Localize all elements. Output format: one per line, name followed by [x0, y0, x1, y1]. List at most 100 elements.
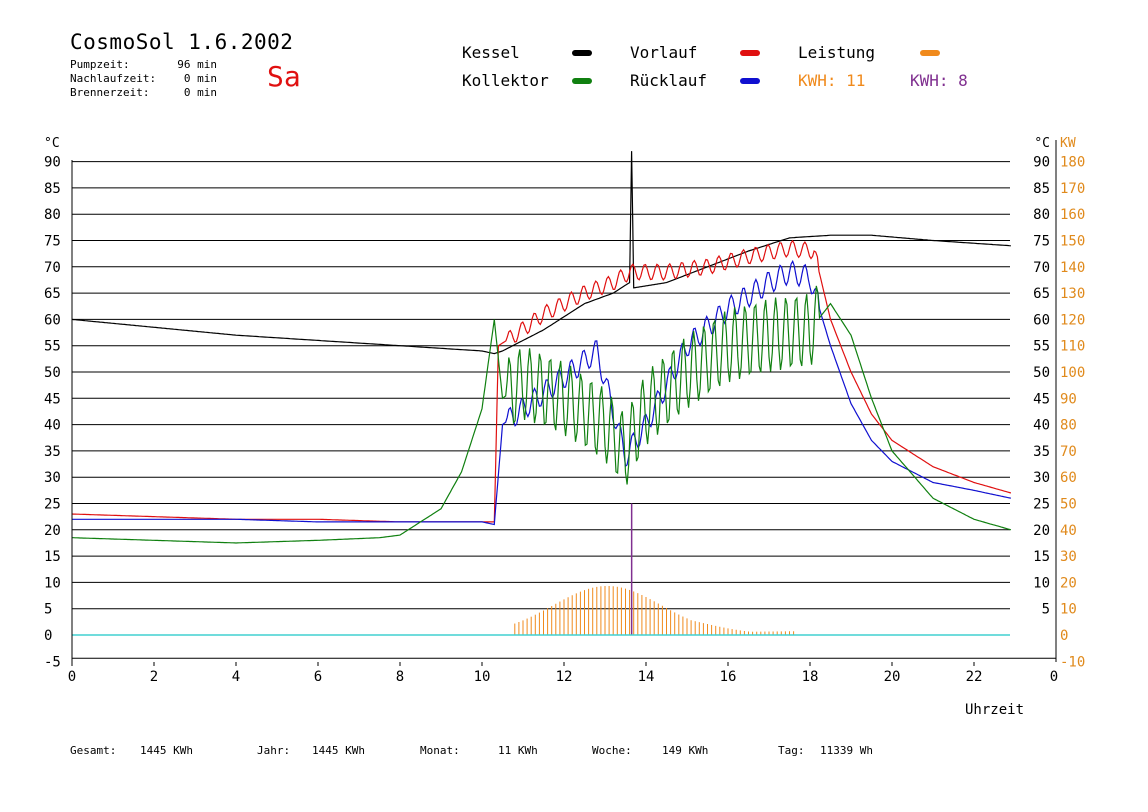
- y-tick-label: 75: [44, 234, 61, 250]
- x-tick-label: 6: [314, 669, 322, 685]
- y-right-tick-label: 50: [1033, 365, 1050, 381]
- kw-tick-label: 110: [1060, 339, 1085, 355]
- y-tick-label: 30: [44, 470, 61, 486]
- kw-tick-label: 160: [1060, 207, 1085, 223]
- kw-axis-label: KW: [1060, 136, 1076, 151]
- page-title: CosmoSol 1.6.2002: [70, 30, 294, 54]
- leistung-series: [514, 503, 795, 635]
- footer-woche-value: 149 KWh: [662, 744, 709, 757]
- y-tick-label: 55: [44, 339, 61, 355]
- footer-monat-label: Monat:: [420, 744, 460, 757]
- pumpzeit-value: 96 min: [177, 58, 217, 71]
- y-right-tick-label: 30: [1033, 470, 1050, 486]
- kw-tick-label: 90: [1060, 391, 1077, 407]
- legend-ruecklauf-label: Rücklauf: [630, 71, 708, 90]
- brennerzeit-value: 0 min: [183, 86, 217, 99]
- legend-kessel-swatch: [572, 50, 592, 56]
- x-tick-label: 12: [556, 669, 573, 685]
- footer-tag-value: 11339 Wh: [820, 744, 873, 757]
- y-tick-label: 50: [44, 365, 61, 381]
- chart-lines: [71, 151, 1012, 636]
- series-ruecklauf: [72, 259, 1012, 526]
- kw-tick-label: 30: [1060, 549, 1077, 565]
- y-right-tick-label: 10: [1033, 575, 1050, 591]
- y-right-tick-label: 35: [1033, 444, 1050, 460]
- kw-tick-label: 0: [1060, 628, 1068, 644]
- y-tick-label: 85: [44, 181, 61, 197]
- y-right-tick-label: 70: [1033, 260, 1050, 276]
- chart-ticks: -5051015202530354045505560657075808590°C…: [44, 136, 1085, 685]
- x-tick-label: 2: [150, 669, 158, 685]
- y-right-tick-label: 60: [1033, 312, 1050, 328]
- legend-kwh2-label: KWH: 8: [910, 71, 968, 90]
- legend-kwh1-label: KWH: 11: [798, 71, 866, 90]
- y-right-tick-label: 85: [1033, 181, 1050, 197]
- x-tick-label-end: 0: [1050, 669, 1058, 685]
- kw-tick-label: 80: [1060, 418, 1077, 434]
- x-tick-label: 22: [966, 669, 983, 685]
- x-tick-label: 14: [638, 669, 655, 685]
- series-kessel: [71, 151, 1011, 355]
- footer-jahr-value: 1445 KWh: [312, 744, 365, 757]
- y-right-axis-label: °C: [1034, 136, 1050, 151]
- legend-leistung-swatch: [920, 50, 940, 56]
- x-tick-label: 18: [802, 669, 819, 685]
- pumpzeit-label: Pumpzeit:: [70, 58, 130, 71]
- brennerzeit-label: Brennerzeit:: [70, 86, 150, 99]
- y-right-tick-label: 20: [1033, 523, 1050, 539]
- nachlaufzeit-label: Nachlaufzeit:: [70, 72, 157, 85]
- y-tick-label: 5: [44, 602, 52, 618]
- kw-tick-label: 130: [1060, 286, 1085, 302]
- y-right-tick-label: 80: [1033, 207, 1050, 223]
- kw-tick-label: 100: [1060, 365, 1085, 381]
- y-tick-label: 25: [44, 497, 61, 513]
- series-kollektor: [72, 285, 1012, 544]
- y-right-tick-label: 15: [1033, 549, 1050, 565]
- x-tick-label: 8: [396, 669, 404, 685]
- footer-woche-label: Woche:: [592, 744, 632, 757]
- footer-monat-value: 11 KWh: [498, 744, 538, 757]
- x-tick-label: 16: [720, 669, 737, 685]
- x-tick-label: 0: [68, 669, 76, 685]
- y-right-tick-label: 65: [1033, 286, 1050, 302]
- x-tick-label: 4: [232, 669, 240, 685]
- kw-tick-label: 60: [1060, 470, 1077, 486]
- kw-tick-label: 180: [1060, 155, 1085, 171]
- y-tick-label: 0: [44, 628, 52, 644]
- y-right-tick-label: 75: [1033, 234, 1050, 250]
- kw-tick-label: 70: [1060, 444, 1077, 460]
- y-tick-label: -5: [44, 654, 61, 670]
- x-axis-label: Uhrzeit: [965, 702, 1025, 718]
- y-tick-label: 65: [44, 286, 61, 302]
- y-axis-label: °C: [44, 136, 60, 151]
- legend-vorlauf-swatch: [740, 50, 760, 56]
- y-right-tick-label: 90: [1033, 155, 1050, 171]
- y-right-tick-label: 40: [1033, 418, 1050, 434]
- y-tick-label: 40: [44, 418, 61, 434]
- legend-ruecklauf-swatch: [740, 78, 760, 84]
- legend-leistung-label: Leistung: [798, 43, 876, 62]
- footer-gesamt-label: Gesamt:: [70, 744, 117, 757]
- y-tick-label: 70: [44, 260, 61, 276]
- kw-tick-label: -10: [1060, 654, 1085, 670]
- y-right-tick-label: 55: [1033, 339, 1050, 355]
- weekday-label: Sa: [267, 60, 301, 93]
- kw-tick-label: 40: [1060, 523, 1077, 539]
- footer-jahr-label: Jahr:: [257, 744, 291, 757]
- kw-tick-label: 50: [1060, 497, 1077, 513]
- y-tick-label: 10: [44, 575, 61, 591]
- y-right-tick-label: 25: [1033, 497, 1050, 513]
- y-right-tick-label: 5: [1042, 602, 1050, 618]
- y-tick-label: 35: [44, 444, 61, 460]
- nachlaufzeit-value: 0 min: [183, 72, 217, 85]
- chart-frame: [71, 140, 1057, 662]
- y-tick-label: 90: [44, 155, 61, 171]
- kw-tick-label: 150: [1060, 234, 1085, 250]
- y-tick-label: 80: [44, 207, 61, 223]
- y-right-tick-label: 45: [1033, 391, 1050, 407]
- kw-tick-label: 10: [1060, 602, 1077, 618]
- y-tick-label: 15: [44, 549, 61, 565]
- y-tick-label: 45: [44, 391, 61, 407]
- kw-tick-label: 140: [1060, 260, 1085, 276]
